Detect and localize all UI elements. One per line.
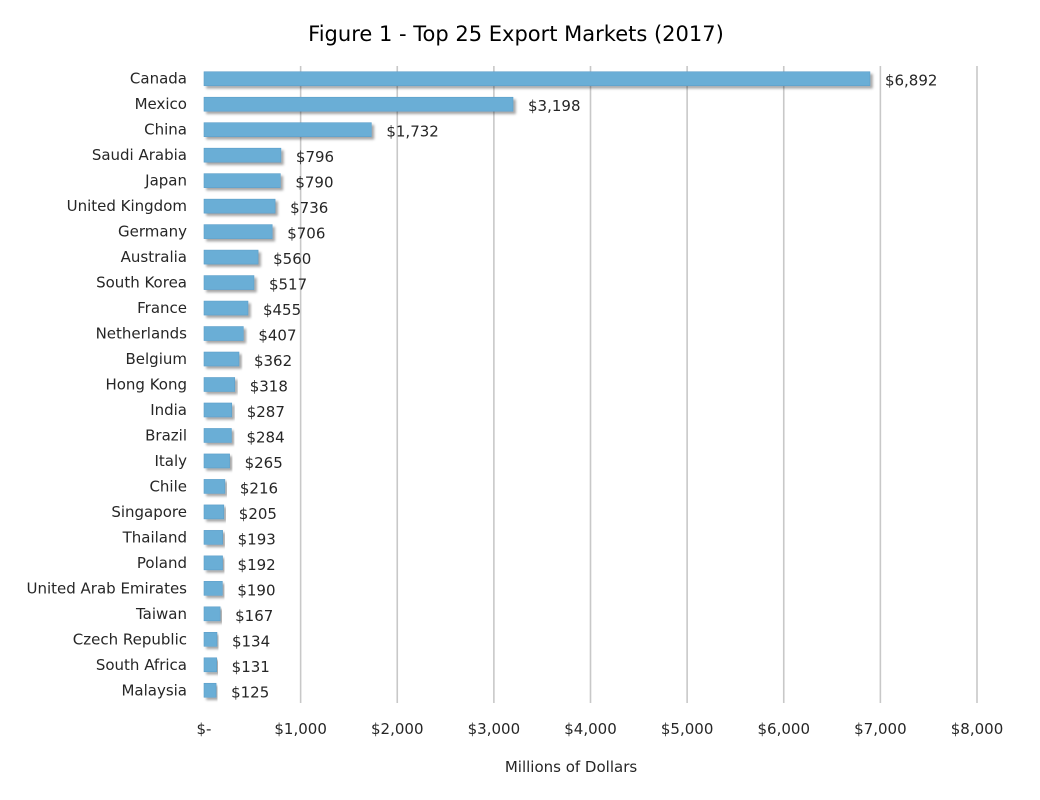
category-label: Belgium: [126, 350, 188, 368]
data-label: $407: [258, 327, 296, 345]
category-label: India: [150, 401, 187, 419]
bar: [203, 275, 255, 290]
gridlines: [299, 66, 978, 703]
category-label: Malaysia: [121, 681, 187, 699]
data-label: $6,892: [885, 72, 938, 90]
data-label: $455: [263, 301, 301, 319]
bar: [203, 581, 223, 596]
bar: [203, 224, 273, 239]
data-label: $134: [232, 632, 270, 650]
x-tick-label: $-: [197, 720, 212, 738]
data-label: $190: [237, 581, 275, 599]
data-label: $265: [245, 454, 283, 472]
category-label: Italy: [154, 452, 187, 470]
category-label: Netherlands: [96, 325, 188, 343]
x-tick-label: $3,000: [468, 720, 521, 738]
x-axis-ticks: $- $1,000 $2,000 $3,000 $4,000 $5,000 $6,000 $7…: [197, 720, 1004, 738]
data-label: $205: [239, 505, 277, 523]
bar: [203, 198, 276, 214]
bar: [203, 606, 221, 622]
category-label: Taiwan: [135, 605, 187, 623]
x-tick-label: $2,000: [371, 720, 424, 738]
bar: [203, 351, 240, 367]
data-label: $192: [238, 556, 276, 574]
category-label: Thailand: [122, 528, 187, 546]
x-tick-label: $1,000: [274, 720, 327, 738]
data-labels: $6,892 $3,198 $1,732 $796 $790 $736 $706 $560 $5…: [231, 72, 937, 702]
x-tick-label: $6,000: [758, 720, 811, 738]
bar: [203, 122, 372, 137]
data-label: $125: [231, 683, 269, 701]
data-label: $362: [254, 352, 292, 370]
category-label: United Kingdom: [67, 197, 187, 215]
data-label: $318: [250, 378, 288, 396]
bar: [203, 453, 230, 469]
bar: [203, 377, 236, 392]
category-label: France: [137, 299, 187, 317]
data-label: $517: [269, 276, 307, 294]
bar: [203, 300, 249, 316]
bar: [203, 71, 871, 87]
data-label: $284: [246, 428, 284, 446]
data-label: $1,732: [386, 123, 439, 141]
category-label: Mexico: [135, 95, 187, 113]
category-label: Singapore: [111, 503, 187, 521]
bars: [203, 71, 871, 698]
bar: [203, 147, 282, 163]
category-label: Canada: [130, 70, 187, 88]
category-label: Hong Kong: [105, 376, 187, 394]
bar: [203, 96, 514, 112]
category-label: Brazil: [145, 426, 187, 444]
chart-title: Figure 1 - Top 25 Export Markets (2017): [308, 22, 724, 46]
bar: [203, 479, 226, 494]
category-label: United Arab Emirates: [26, 579, 187, 597]
category-label: Chile: [149, 477, 187, 495]
category-label: Saudi Arabia: [92, 146, 187, 164]
x-tick-label: $7,000: [854, 720, 907, 738]
bar: [203, 555, 223, 571]
x-axis-title: Millions of Dollars: [505, 758, 638, 776]
data-label: $167: [235, 607, 273, 625]
bar: [203, 326, 244, 341]
bar: [203, 402, 233, 418]
bar: [203, 504, 225, 520]
data-label: $796: [296, 148, 334, 166]
data-label: $736: [290, 199, 328, 217]
bar: [203, 631, 218, 647]
data-label: $560: [273, 250, 311, 268]
category-label: Germany: [118, 223, 187, 241]
bar: [203, 249, 259, 265]
category-label: Poland: [137, 554, 187, 572]
category-labels: Canada Mexico China Saudi Arabia Japan United…: [26, 70, 187, 700]
bar: [203, 173, 281, 188]
data-label: $193: [238, 530, 276, 548]
category-label: Australia: [121, 248, 187, 266]
data-label: $790: [295, 174, 333, 192]
data-label: $131: [232, 658, 270, 676]
category-label: China: [144, 121, 187, 139]
category-label: Japan: [144, 172, 187, 190]
category-label: Czech Republic: [73, 630, 187, 648]
bar: [203, 657, 217, 673]
bar: [203, 530, 223, 545]
x-tick-label: $5,000: [661, 720, 714, 738]
x-tick-label: $4,000: [564, 720, 617, 738]
data-label: $706: [287, 225, 325, 243]
data-label: $3,198: [528, 97, 581, 115]
category-label: South Korea: [96, 274, 187, 292]
data-label: $216: [240, 479, 278, 497]
bar: [203, 428, 232, 443]
x-tick-label: $8,000: [951, 720, 1004, 738]
category-label: South Africa: [96, 656, 187, 674]
data-label: $287: [247, 403, 285, 421]
bar: [203, 682, 217, 698]
